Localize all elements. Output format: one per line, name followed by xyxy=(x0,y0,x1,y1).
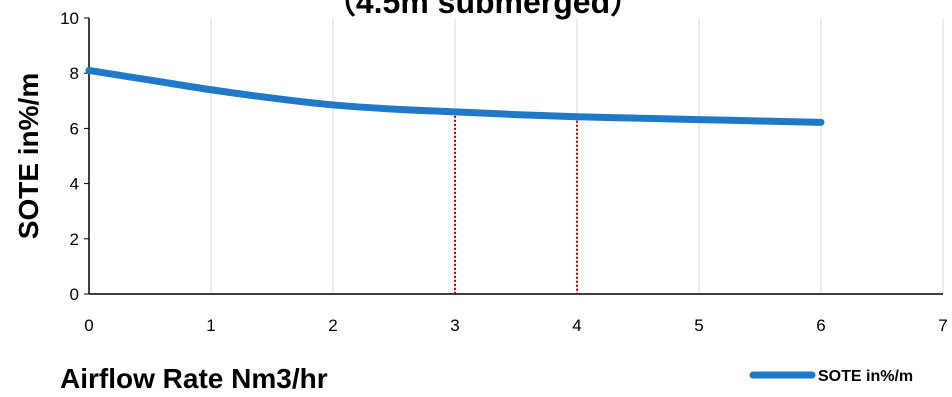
y-tick-label-5: 10 xyxy=(60,9,79,28)
legend-label: SOTE in%/m xyxy=(818,368,913,385)
x-tick-label-0: 0 xyxy=(84,316,93,335)
chart-title: （4.5m submerged） xyxy=(324,0,642,20)
x-tick-label-7: 7 xyxy=(938,316,947,335)
tick-labels: 0 2 4 6 8 10 0 1 2 3 4 5 6 7 xyxy=(60,9,948,335)
x-tick-label-6: 6 xyxy=(816,316,825,335)
y-tick-label-3: 6 xyxy=(70,119,79,138)
x-tick-label-2: 2 xyxy=(328,316,337,335)
y-tick-label-4: 8 xyxy=(70,64,79,83)
grid-lines xyxy=(210,18,944,294)
series-line-0 xyxy=(85,66,825,126)
x-axis-label: Airflow Rate Nm3/hr xyxy=(60,363,328,394)
legend: SOTE in%/m xyxy=(749,368,913,385)
reference-lines xyxy=(454,111,578,294)
y-tick-label-0: 0 xyxy=(70,285,79,304)
y-tick-label-1: 2 xyxy=(70,230,79,249)
y-axis-label: SOTE in%/m xyxy=(13,73,44,239)
x-tick-label-4: 4 xyxy=(572,316,581,335)
x-tick-label-5: 5 xyxy=(694,316,703,335)
x-tick-label-3: 3 xyxy=(450,316,459,335)
axes xyxy=(84,17,943,295)
series-group xyxy=(85,66,825,126)
x-tick-label-1: 1 xyxy=(206,316,215,335)
y-tick-label-2: 4 xyxy=(70,175,79,194)
